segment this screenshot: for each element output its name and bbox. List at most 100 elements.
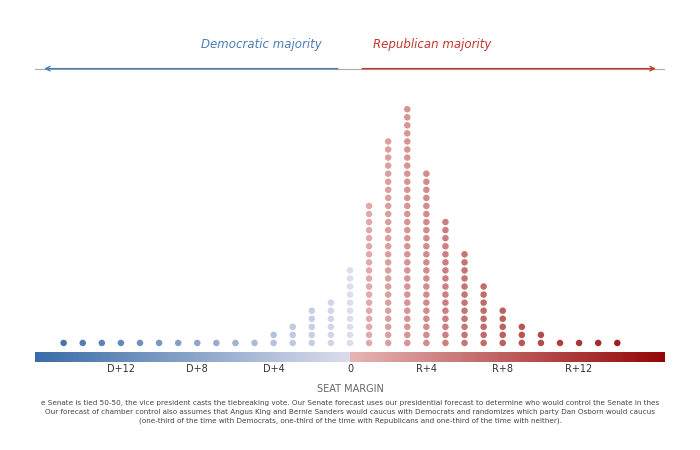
Text: 0: 0 (347, 364, 353, 374)
FancyBboxPatch shape (552, 352, 554, 362)
FancyBboxPatch shape (272, 352, 274, 362)
FancyBboxPatch shape (392, 352, 394, 362)
FancyBboxPatch shape (58, 352, 60, 362)
FancyBboxPatch shape (283, 352, 285, 362)
Point (459, 283, 470, 290)
Point (421, 339, 432, 346)
Point (440, 323, 451, 330)
FancyBboxPatch shape (323, 352, 325, 362)
Text: e Senate is tied 50-50, the vice president casts the tiebreaking vote. Our Senat: e Senate is tied 50-50, the vice preside… (41, 400, 659, 424)
FancyBboxPatch shape (453, 352, 455, 362)
FancyBboxPatch shape (90, 352, 92, 362)
Point (192, 339, 203, 346)
Point (478, 291, 489, 298)
Point (383, 283, 394, 290)
FancyBboxPatch shape (161, 352, 163, 362)
Point (326, 299, 337, 306)
FancyBboxPatch shape (356, 352, 358, 362)
FancyBboxPatch shape (100, 352, 102, 362)
Point (497, 323, 508, 330)
FancyBboxPatch shape (342, 352, 344, 362)
FancyBboxPatch shape (314, 352, 316, 362)
FancyBboxPatch shape (615, 352, 617, 362)
Point (459, 331, 470, 338)
FancyBboxPatch shape (396, 352, 398, 362)
Point (478, 315, 489, 322)
Point (326, 323, 337, 330)
FancyBboxPatch shape (207, 352, 209, 362)
Point (554, 339, 566, 346)
Point (383, 331, 394, 338)
FancyBboxPatch shape (138, 352, 140, 362)
FancyBboxPatch shape (190, 352, 192, 362)
FancyBboxPatch shape (92, 352, 94, 362)
FancyBboxPatch shape (657, 352, 659, 362)
FancyBboxPatch shape (50, 352, 52, 362)
FancyBboxPatch shape (424, 352, 426, 362)
Point (478, 283, 489, 290)
Point (363, 331, 374, 338)
Point (306, 331, 317, 338)
FancyBboxPatch shape (43, 352, 46, 362)
FancyBboxPatch shape (302, 352, 304, 362)
Point (421, 211, 432, 218)
FancyBboxPatch shape (499, 352, 501, 362)
FancyBboxPatch shape (631, 352, 634, 362)
Point (268, 339, 279, 346)
Point (402, 234, 413, 242)
Point (249, 339, 260, 346)
FancyBboxPatch shape (167, 352, 169, 362)
FancyBboxPatch shape (518, 352, 520, 362)
FancyBboxPatch shape (39, 352, 41, 362)
Point (459, 275, 470, 282)
FancyBboxPatch shape (52, 352, 54, 362)
FancyBboxPatch shape (636, 352, 638, 362)
FancyBboxPatch shape (153, 352, 155, 362)
FancyBboxPatch shape (48, 352, 50, 362)
Point (440, 299, 451, 306)
Point (402, 162, 413, 169)
FancyBboxPatch shape (180, 352, 182, 362)
Point (478, 323, 489, 330)
Point (459, 267, 470, 274)
Point (421, 243, 432, 250)
FancyBboxPatch shape (640, 352, 642, 362)
FancyBboxPatch shape (539, 352, 541, 362)
FancyBboxPatch shape (535, 352, 537, 362)
FancyBboxPatch shape (88, 352, 90, 362)
Point (402, 267, 413, 274)
FancyBboxPatch shape (62, 352, 64, 362)
FancyBboxPatch shape (463, 352, 466, 362)
FancyBboxPatch shape (444, 352, 447, 362)
Point (440, 275, 451, 282)
FancyBboxPatch shape (554, 352, 556, 362)
FancyBboxPatch shape (96, 352, 98, 362)
FancyBboxPatch shape (264, 352, 266, 362)
Point (536, 331, 547, 338)
FancyBboxPatch shape (428, 352, 430, 362)
Point (344, 291, 356, 298)
FancyBboxPatch shape (358, 352, 361, 362)
FancyBboxPatch shape (224, 352, 226, 362)
FancyBboxPatch shape (478, 352, 480, 362)
FancyBboxPatch shape (520, 352, 522, 362)
FancyBboxPatch shape (516, 352, 518, 362)
Point (363, 211, 374, 218)
Point (593, 339, 604, 346)
FancyBboxPatch shape (505, 352, 508, 362)
FancyBboxPatch shape (510, 352, 512, 362)
Point (402, 226, 413, 234)
Point (230, 339, 241, 346)
FancyBboxPatch shape (293, 352, 295, 362)
Point (383, 138, 394, 145)
Point (421, 202, 432, 210)
FancyBboxPatch shape (75, 352, 77, 362)
FancyBboxPatch shape (178, 352, 180, 362)
Point (402, 106, 413, 113)
Point (516, 323, 527, 330)
FancyBboxPatch shape (663, 352, 665, 362)
FancyBboxPatch shape (329, 352, 331, 362)
FancyBboxPatch shape (508, 352, 510, 362)
FancyBboxPatch shape (184, 352, 186, 362)
FancyBboxPatch shape (108, 352, 111, 362)
